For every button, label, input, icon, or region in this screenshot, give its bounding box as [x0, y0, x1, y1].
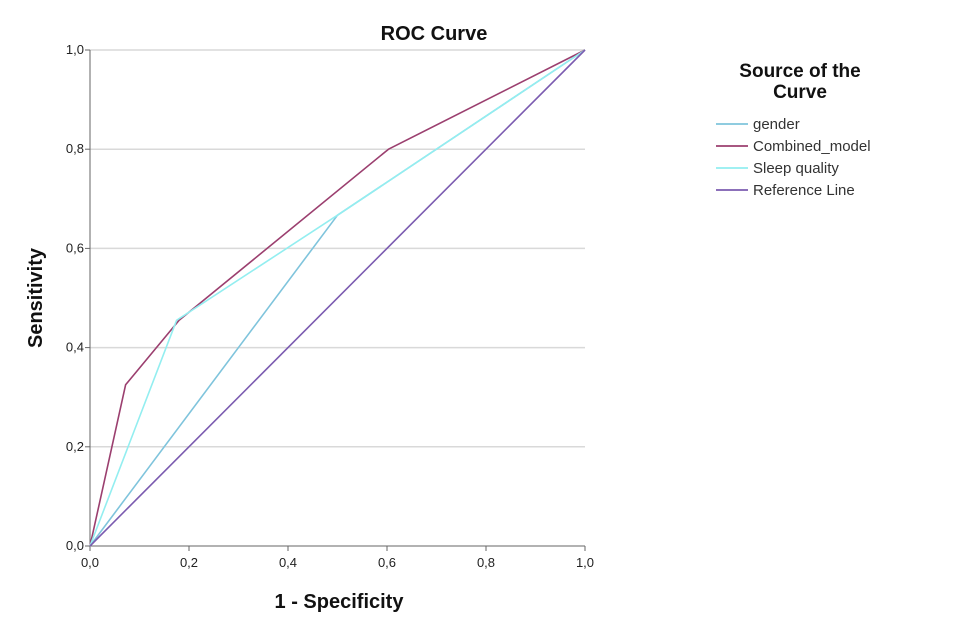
- legend-items: gender Combined_model Sleep quality Referen…: [716, 116, 871, 199]
- x-tick-label: 1,0: [576, 555, 594, 570]
- series-lines: [89, 49, 586, 547]
- y-tick-label: 0,0: [66, 538, 84, 553]
- y-axis-label: Sensitivity: [25, 247, 47, 348]
- legend-label-gender: gender: [753, 116, 800, 133]
- legend-label-combined-model: Combined_model: [753, 138, 871, 155]
- y-tick-label: 0,6: [66, 240, 84, 255]
- series-line-sleep-quality: [89, 49, 586, 547]
- x-tick-label: 0,4: [279, 555, 297, 570]
- x-tick-label: 0,0: [81, 555, 99, 570]
- chart-title: ROC Curve: [381, 23, 488, 45]
- x-tick-label: 0,6: [378, 555, 396, 570]
- legend-label-sleep-quality: Sleep quality: [753, 160, 839, 177]
- axes: [89, 50, 585, 547]
- y-tick-label: 0,2: [66, 439, 84, 454]
- y-tick-label: 0,8: [66, 141, 84, 156]
- legend-label-reference-line: Reference Line: [753, 182, 855, 199]
- series-line-combined-model: [89, 49, 586, 547]
- legend: Source of the Curve gender Combined_model…: [716, 61, 871, 199]
- y-tick-label: 0,4: [66, 340, 84, 355]
- legend-title-line1: Source of the: [739, 61, 860, 82]
- x-tick-label: 0,2: [180, 555, 198, 570]
- series-line-reference-line: [89, 49, 586, 547]
- x-axis-label: 1 - Specificity: [275, 591, 405, 613]
- y-tick-label: 1,0: [66, 42, 84, 57]
- grid-lines: [90, 49, 585, 448]
- x-tick-label: 0,8: [477, 555, 495, 570]
- tick-labels: 0,0 0,2 0,4 0,6 0,8 1,0 0,0 0,2 0,4 0,6 0,8 1,0: [66, 42, 594, 570]
- legend-title-line2: Curve: [773, 82, 827, 103]
